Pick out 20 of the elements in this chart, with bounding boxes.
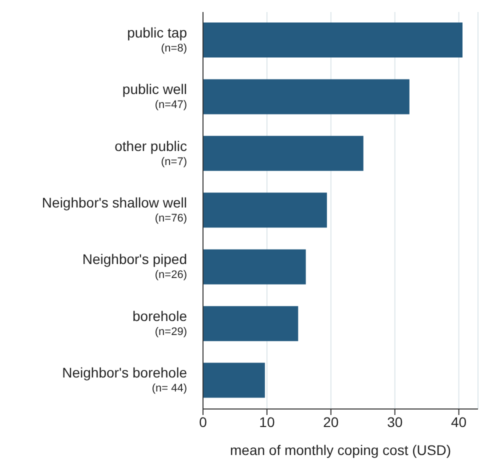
x-tick-label: 10 xyxy=(259,414,275,430)
y-tick-label: Neighbor's piped (n=26) xyxy=(82,251,187,282)
y-tick-label: Neighbor's borehole (n= 44) xyxy=(62,364,188,395)
bar xyxy=(203,22,463,58)
y-tick-label: public well (n=47) xyxy=(122,81,187,112)
x-tick-label: 30 xyxy=(387,414,403,430)
y-tick-label: Neighbor's shallow well (n=76) xyxy=(42,194,187,224)
x-tick-label: 40 xyxy=(451,414,467,430)
bar xyxy=(203,306,298,342)
x-tick-label: 20 xyxy=(323,414,339,430)
bar xyxy=(203,362,265,398)
y-tick-label: other public (n=7) xyxy=(114,138,187,168)
bar xyxy=(203,249,306,284)
y-tick-label: borehole (n=29) xyxy=(132,308,188,338)
y-tick-label: public tap (n=8) xyxy=(127,24,188,54)
x-tick-label: 0 xyxy=(199,414,208,430)
x-axis-title: mean of monthly coping cost (USD) xyxy=(230,442,451,458)
bar xyxy=(203,79,410,114)
bar xyxy=(203,192,327,228)
bar xyxy=(203,136,364,171)
